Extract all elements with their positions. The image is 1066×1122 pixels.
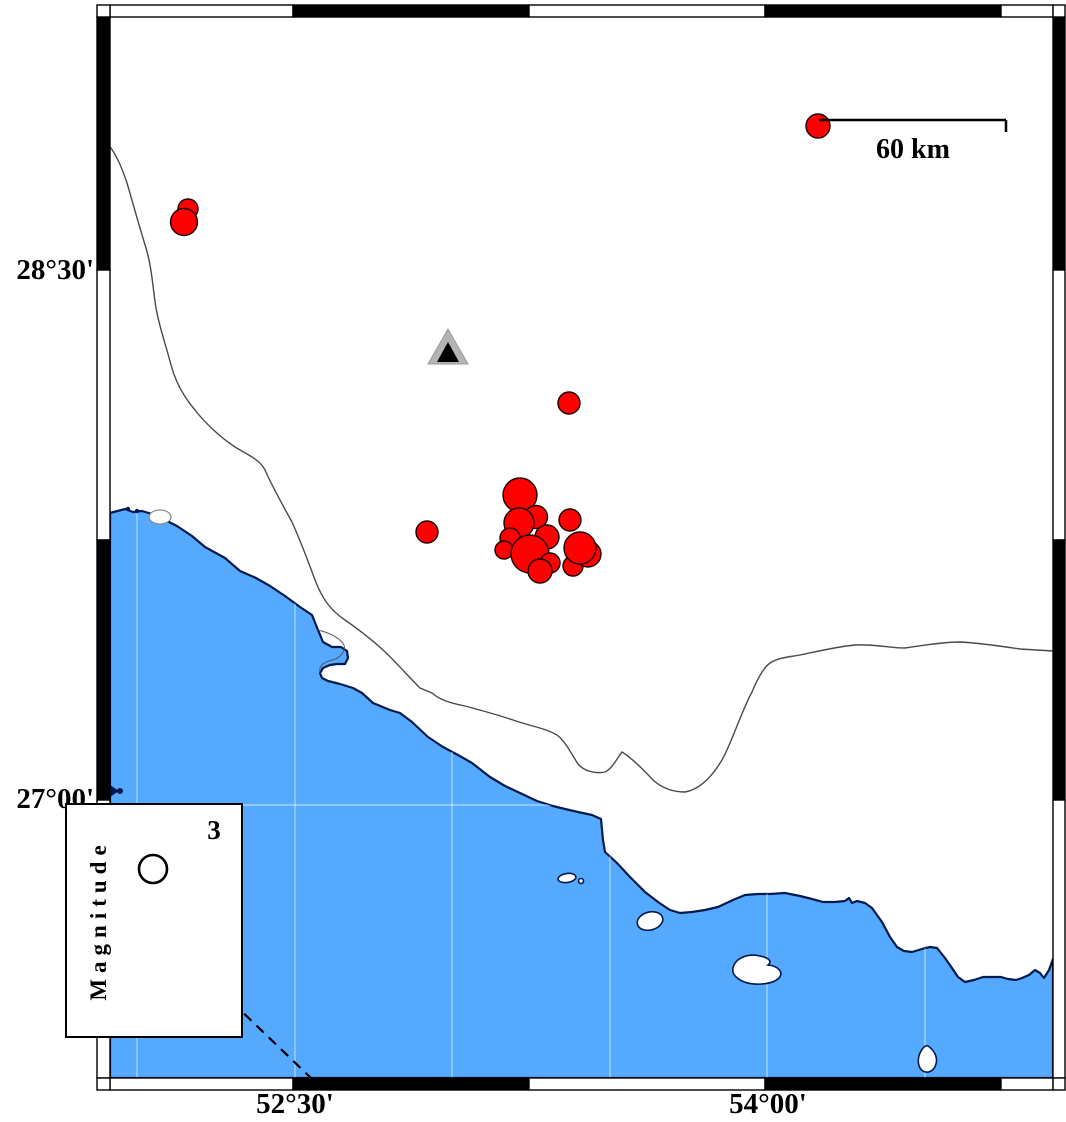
dashed-boundary-line [231,1001,314,1081]
station-triangle [427,327,469,365]
lon-label-52-30: 52°30' [256,1088,334,1120]
earthquake-marker [415,520,439,544]
lon-label-54-00: 54°00' [729,1088,807,1120]
earthquake-marker [557,391,581,415]
earthquake-marker [494,540,514,560]
earthquake-markers [169,113,831,584]
lat-label-28-30: 28°30' [16,254,94,286]
coastal-lagoon [148,509,172,525]
earthquake-marker [169,207,199,237]
earthquake-marker [527,558,553,584]
legend-magnitude-circle [137,853,169,885]
scale-bar [819,118,1008,132]
station-triangle-inner [437,342,459,362]
magnitude-legend: Magnitude 3 [65,803,243,1038]
coastal-specks [110,506,140,797]
scale-bar-label: 60 km [876,134,950,165]
earthquake-marker [805,113,831,139]
inland-boundary-line [103,139,1054,793]
earthquake-marker [563,531,597,565]
sea-polygon [108,507,1055,1080]
legend-symbol-canvas [137,853,169,885]
earthquake-marker [558,508,582,532]
legend-size-value: 3 [207,815,221,845]
lagoon-inner-line [317,629,345,674]
islands [557,872,938,1073]
